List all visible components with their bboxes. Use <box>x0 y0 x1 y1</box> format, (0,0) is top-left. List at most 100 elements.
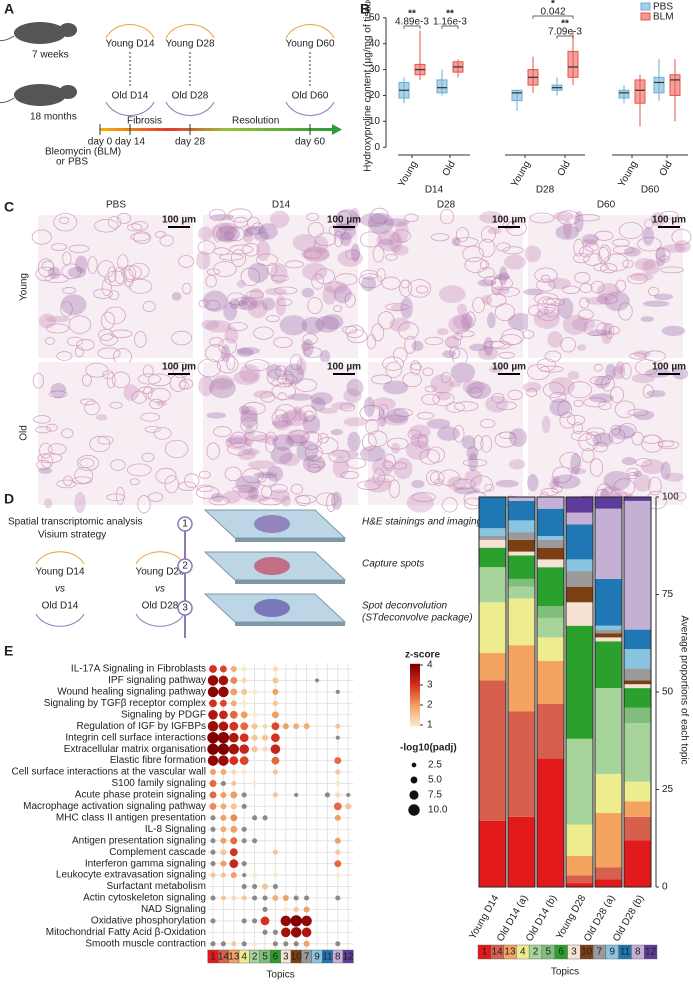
alveolus <box>295 378 318 392</box>
alveolus <box>575 214 601 222</box>
cell-cluster <box>405 440 431 460</box>
alveolus <box>171 330 193 346</box>
dot <box>262 723 268 729</box>
colorbar-cell <box>410 663 420 667</box>
cell-cluster <box>650 211 666 227</box>
young-group: Young D60 <box>285 39 335 50</box>
cell-cluster <box>258 223 278 240</box>
alveolus <box>430 233 450 242</box>
alveolus <box>417 434 428 449</box>
bar-segment <box>566 883 593 887</box>
phase: Fibrosis <box>127 116 162 127</box>
cell-cluster <box>466 381 492 399</box>
alveolus <box>195 486 220 500</box>
colorbar-cell <box>410 698 420 702</box>
cell-cluster <box>240 294 250 305</box>
alveolus <box>206 268 221 276</box>
alveolus <box>411 492 436 502</box>
alveolus <box>62 286 76 294</box>
alveolus <box>305 444 323 461</box>
mouse-body <box>14 84 66 106</box>
cell-cluster <box>346 378 364 397</box>
colorbar-cell <box>410 676 420 679</box>
dot <box>262 906 268 912</box>
alveolus <box>131 221 149 231</box>
alveolus <box>216 355 239 374</box>
cell-cluster <box>331 491 342 510</box>
dot <box>283 906 289 912</box>
bar-segment <box>508 645 535 712</box>
alveolus <box>74 467 94 484</box>
alveolus <box>597 401 612 411</box>
alveolus <box>106 493 126 501</box>
cell-cluster <box>293 406 303 415</box>
dot <box>218 721 229 732</box>
alveolus <box>579 283 593 294</box>
alveolus <box>346 457 367 469</box>
dot <box>303 940 310 947</box>
dot <box>210 838 216 844</box>
alveolus <box>213 247 230 256</box>
alveolus <box>596 293 618 305</box>
age-label: 7 weeks <box>32 50 69 61</box>
cell-cluster <box>206 412 227 419</box>
cell-cluster <box>296 357 307 376</box>
dot <box>207 686 219 698</box>
dot <box>271 756 280 765</box>
cell-cluster <box>552 474 581 489</box>
group-label: D60 <box>641 185 660 196</box>
alveolus <box>559 412 576 429</box>
day-label: day 0 <box>88 137 113 148</box>
colorbar-cell <box>410 674 420 677</box>
cell-cluster <box>343 417 368 427</box>
bar-segment <box>566 855 593 876</box>
alveolus <box>306 460 326 469</box>
dot <box>230 688 238 696</box>
alveolus <box>224 466 242 482</box>
alveolus <box>37 258 55 278</box>
alveolus <box>209 337 224 347</box>
scale-bar-label: 100 µm <box>162 215 196 226</box>
dot <box>335 735 340 740</box>
alveolus <box>604 323 615 339</box>
alveolus <box>655 247 671 261</box>
dot <box>271 711 279 719</box>
alveolus <box>84 400 100 416</box>
cell-cluster <box>548 377 575 396</box>
cell-cluster <box>339 231 352 247</box>
alveolus <box>116 212 131 224</box>
legend-title: Topics <box>551 967 579 978</box>
dot <box>230 825 238 833</box>
alveolus <box>370 207 389 224</box>
alveolus <box>205 344 227 363</box>
cell-cluster <box>462 380 486 394</box>
alveolus <box>609 386 625 404</box>
bar-segment <box>537 606 564 618</box>
alveolus <box>46 423 58 432</box>
cell-cluster <box>390 303 404 312</box>
dot <box>209 665 217 673</box>
alveolus <box>61 263 82 280</box>
alveolus <box>642 434 661 445</box>
cell-cluster <box>562 219 572 239</box>
alveolus <box>32 372 45 389</box>
alveolus <box>294 494 317 504</box>
cell-cluster <box>248 288 264 308</box>
alveolus <box>608 428 626 444</box>
dot <box>241 700 247 706</box>
dot <box>324 792 330 798</box>
legend-label: 12 <box>645 947 657 958</box>
step-marker <box>177 558 193 574</box>
young-arc <box>35 551 85 565</box>
colorbar-cell <box>410 717 420 721</box>
dot <box>270 744 281 754</box>
alveolus <box>455 227 469 243</box>
cell-cluster <box>379 238 394 246</box>
cell-cluster <box>392 244 409 256</box>
alveolus <box>100 311 116 330</box>
alveolus <box>275 365 287 378</box>
dot <box>231 895 237 901</box>
d-subtitle: Visium strategy <box>38 530 106 541</box>
dot <box>210 895 216 901</box>
bar-segment <box>595 867 622 880</box>
